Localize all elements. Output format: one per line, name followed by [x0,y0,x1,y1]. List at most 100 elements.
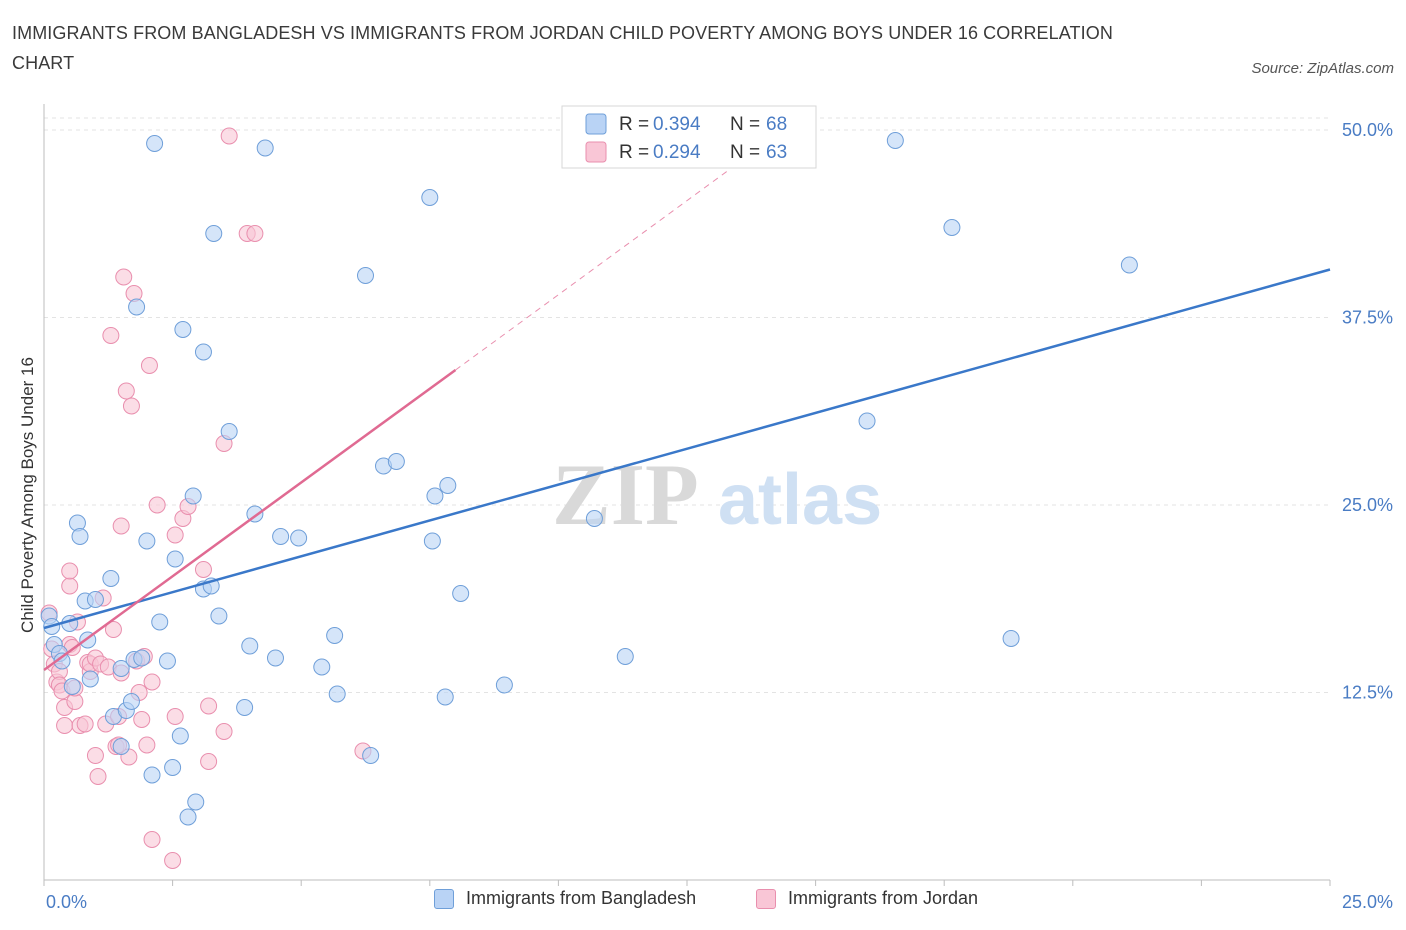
grid-lines [44,117,1330,693]
data-point-bangladesh[interactable] [241,637,259,655]
data-point-jordan[interactable] [102,327,120,344]
data-point-jordan[interactable] [61,562,79,580]
y-tick-label: 25.0% [1342,495,1393,515]
legend-item-jordan[interactable]: Immigrants from Jordan [756,888,978,909]
data-point-bangladesh[interactable] [495,676,513,694]
data-point-bangladesh[interactable] [886,132,904,149]
data-point-jordan[interactable] [215,723,233,740]
data-point-jordan[interactable] [166,526,184,544]
data-point-jordan[interactable] [166,708,184,725]
data-point-bangladesh[interactable] [146,135,164,152]
data-point-bangladesh[interactable] [187,793,205,811]
legend-r-label: R = [619,114,649,135]
data-point-bangladesh[interactable] [943,219,961,236]
trend-line-bangladesh [43,268,1331,630]
legend-r-label: R = [619,142,649,163]
data-point-bangladesh[interactable] [86,591,104,608]
data-point-jordan[interactable] [200,697,218,715]
data-point-bangladesh[interactable] [210,607,228,625]
data-point-bangladesh[interactable] [102,570,120,587]
data-point-bangladesh[interactable] [179,808,197,826]
data-point-jordan[interactable] [104,621,122,638]
data-point-jordan[interactable] [164,852,182,869]
data-point-bangladesh[interactable] [1120,256,1138,274]
data-point-jordan[interactable] [220,127,238,145]
data-point-bangladesh[interactable] [585,510,603,527]
data-point-bangladesh[interactable] [143,766,161,784]
data-point-bangladesh[interactable] [452,585,470,602]
watermark-zip: ZIP [552,447,699,544]
data-point-bangladesh[interactable] [290,529,308,547]
data-point-jordan[interactable] [115,268,133,286]
data-point-jordan[interactable] [122,397,140,415]
data-point-jordan[interactable] [76,715,94,733]
data-point-jordan[interactable] [194,561,212,578]
data-point-bangladesh[interactable] [220,423,238,440]
data-point-jordan[interactable] [138,736,156,754]
data-point-bangladesh[interactable] [166,550,184,568]
data-point-bangladesh[interactable] [858,412,876,430]
data-point-bangladesh[interactable] [112,738,130,755]
legend-swatch-jordan [756,888,776,909]
data-point-bangladesh[interactable] [184,487,202,505]
data-point-bangladesh[interactable] [439,477,457,494]
data-point-bangladesh[interactable] [205,225,223,242]
data-point-bangladesh[interactable] [171,727,189,745]
legend-n-value-jordan: 63 [766,142,787,163]
legend-n-label: N = [730,114,760,135]
data-point-bangladesh[interactable] [53,652,71,670]
data-point-bangladesh[interactable] [138,532,156,550]
data-point-jordan[interactable] [61,577,79,595]
data-point-bangladesh[interactable] [326,627,344,644]
data-point-jordan[interactable] [112,517,130,535]
data-point-bangladesh[interactable] [122,693,140,710]
data-point-bangladesh[interactable] [174,321,192,338]
data-point-bangladesh[interactable] [421,189,439,206]
trend-line-jordan-extension [455,170,729,371]
data-point-bangladesh[interactable] [387,453,405,470]
data-point-jordan[interactable] [89,768,107,785]
legend-label-bangladesh: Immigrants from Bangladesh [466,888,697,908]
jordan-points [40,127,372,869]
legend-item-bangladesh[interactable]: Immigrants from Bangladesh [434,888,696,909]
data-point-bangladesh[interactable] [313,658,331,676]
data-point-bangladesh[interactable] [71,528,89,545]
data-point-bangladesh[interactable] [436,688,454,706]
data-point-jordan[interactable] [133,711,151,728]
watermark-atlas: atlas [718,460,882,540]
data-point-bangladesh[interactable] [158,652,176,670]
data-point-jordan[interactable] [143,673,161,691]
legend-label-jordan: Immigrants from Jordan [788,888,979,908]
legend-box: R = 0.394 N = 68 R = 0.294 N = 63 [561,105,817,169]
data-point-bangladesh[interactable] [1002,630,1020,647]
data-point-jordan[interactable] [246,225,264,242]
legend-bottom: Immigrants from Bangladesh Immigrants fr… [0,888,1406,916]
data-point-bangladesh[interactable] [357,267,374,284]
data-point-bangladesh[interactable] [236,699,254,716]
data-point-bangladesh[interactable] [151,613,169,631]
data-point-jordan[interactable] [143,831,161,848]
data-point-bangladesh[interactable] [81,670,99,688]
data-point-bangladesh[interactable] [426,487,444,505]
data-point-jordan[interactable] [148,496,166,514]
data-point-bangladesh[interactable] [362,747,380,764]
data-point-bangladesh[interactable] [328,685,346,703]
data-point-bangladesh[interactable] [164,759,182,776]
data-point-bangladesh[interactable] [112,660,130,677]
data-point-jordan[interactable] [200,753,218,770]
data-point-bangladesh[interactable] [194,343,212,361]
trend-lines [43,170,1331,672]
data-point-bangladesh[interactable] [423,532,441,550]
data-point-bangladesh[interactable] [63,678,81,695]
data-point-bangladesh[interactable] [266,649,284,667]
data-point-bangladesh[interactable] [128,298,146,316]
data-point-bangladesh[interactable] [133,649,151,667]
data-point-bangladesh[interactable] [616,648,634,665]
data-point-bangladesh[interactable] [256,139,274,157]
data-point-jordan[interactable] [140,357,158,374]
data-point-jordan[interactable] [86,747,104,764]
data-point-bangladesh[interactable] [272,528,290,545]
axes [43,104,1331,886]
data-point-jordan[interactable] [56,717,74,734]
data-point-jordan[interactable] [117,382,135,400]
